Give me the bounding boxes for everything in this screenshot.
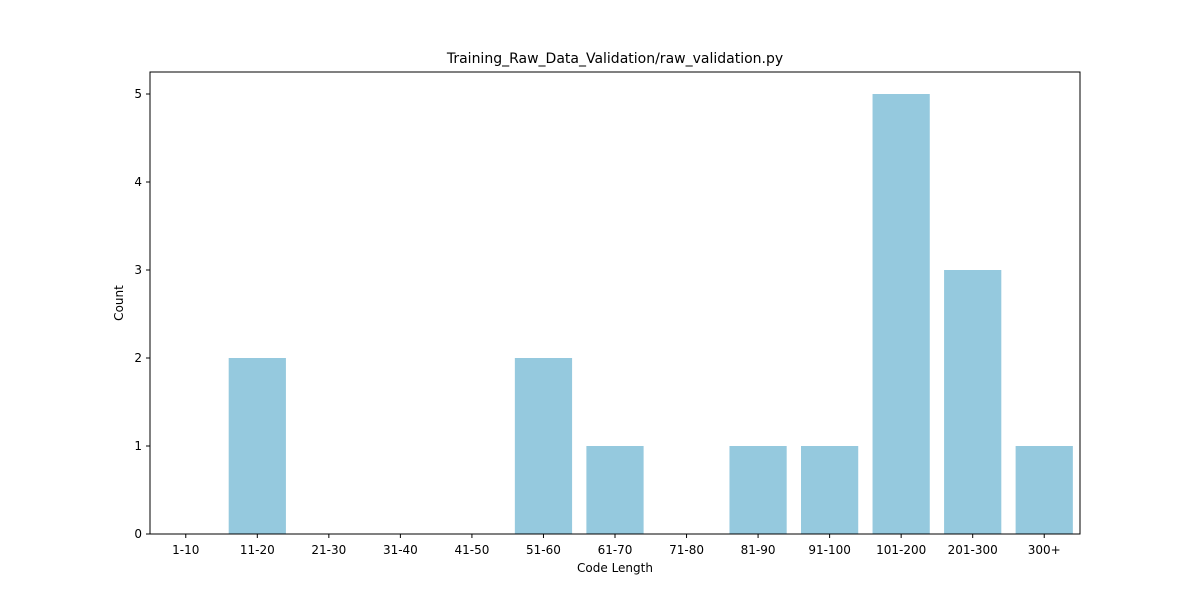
x-axis: 1-10 11-20 21-30 31-40 41-50 51-60 61-70 71-80 8… <box>172 534 1061 557</box>
bar-91-100 <box>801 446 859 534</box>
x-tick-label: 1-10 <box>172 543 199 557</box>
y-axis: 0 1 2 3 4 5 <box>134 87 150 541</box>
bar-101-200 <box>872 94 930 534</box>
x-tick-label: 101-200 <box>876 543 926 557</box>
y-tick-label: 4 <box>134 175 142 189</box>
y-axis-title: Count <box>112 285 126 321</box>
y-tick-label: 1 <box>134 439 142 453</box>
bar-11-20 <box>228 358 286 534</box>
x-tick-label: 300+ <box>1028 543 1061 557</box>
y-tick-label: 2 <box>134 351 142 365</box>
x-tick-label: 31-40 <box>383 543 418 557</box>
bar-51-60 <box>514 358 573 534</box>
chart-title: Training_Raw_Data_Validation/raw_validat… <box>446 51 783 67</box>
x-tick-label: 61-70 <box>598 543 633 557</box>
bar-201-300 <box>944 270 1002 534</box>
x-tick-label: 81-90 <box>741 543 776 557</box>
bar-61-70 <box>586 446 644 534</box>
x-tick-label: 21-30 <box>311 543 346 557</box>
bar-300+ <box>1015 446 1073 534</box>
x-tick-label: 91-100 <box>808 543 851 557</box>
y-tick-label: 5 <box>134 87 142 101</box>
x-tick-label: 51-60 <box>526 543 561 557</box>
x-tick-label: 201-300 <box>948 543 998 557</box>
y-tick-label: 0 <box>134 527 142 541</box>
x-tick-label: 11-20 <box>240 543 275 557</box>
bars-group <box>228 94 1073 534</box>
bar-81-90 <box>729 446 787 534</box>
x-axis-title: Code Length <box>577 561 653 575</box>
y-tick-label: 3 <box>134 263 142 277</box>
x-tick-label: 41-50 <box>454 543 489 557</box>
x-tick-label: 71-80 <box>669 543 704 557</box>
